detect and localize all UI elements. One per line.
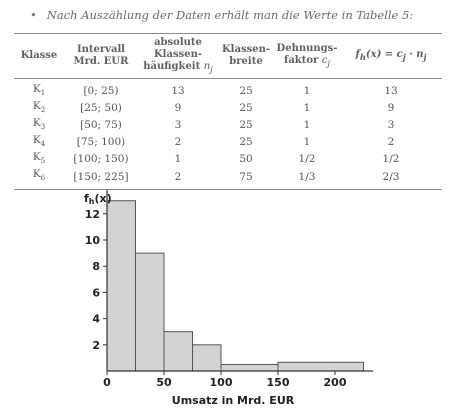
intervall-cell: [100; 150): [73, 153, 129, 166]
fh-cell: 13: [384, 85, 398, 98]
header-dehnungsfaktor: Dehnungs-faktor cj: [276, 43, 338, 68]
table-row: K3 [50; 75) 3 25 1 3: [14, 117, 442, 134]
header-klassenbreite: Klassen-breite: [221, 44, 270, 67]
intervall-cell: [25; 50): [80, 102, 122, 115]
x-tick-label: 200: [324, 376, 347, 389]
fh-cell: 2: [387, 136, 395, 149]
fh-cell: 2/3: [382, 170, 400, 183]
cj-cell: 1: [303, 102, 311, 115]
histogram-bar: [135, 252, 165, 372]
x-tick-label: 0: [103, 376, 111, 389]
table-header-row: Klasse Intervall Mrd. EUR absolute Klassen…: [14, 33, 442, 79]
cj-cell: 1/3: [298, 170, 316, 183]
header-fh: fh(x) = cj · nj: [355, 49, 427, 62]
breite-cell: 25: [239, 85, 253, 98]
fh-cell: 9: [387, 102, 395, 115]
table-row: K4 [75; 100) 2 25 1 2: [14, 134, 442, 151]
klasse-cell: K4: [32, 134, 46, 149]
breite-cell: 25: [239, 136, 253, 149]
klasse-cell: K2: [32, 100, 46, 115]
fh-cell: 3: [387, 119, 395, 132]
intro-line: • Nach Auszählung der Daten erhält man di…: [30, 8, 413, 22]
intro-text: Nach Auszählung der Daten erhält man die…: [46, 8, 414, 22]
breite-cell: 25: [239, 102, 253, 115]
nj-cell: 2: [174, 136, 182, 149]
intervall-cell: [0; 25): [83, 85, 119, 98]
y-tick-label: 8: [92, 260, 100, 273]
klasse-cell: K1: [32, 83, 46, 98]
breite-cell: 25: [239, 119, 253, 132]
cj-cell: 1/2: [298, 153, 316, 166]
nj-cell: 3: [174, 119, 182, 132]
bullet-icon: •: [30, 8, 37, 22]
klasse-cell: K3: [32, 117, 46, 132]
y-tick-label: 12: [85, 208, 100, 221]
cj-cell: 1: [303, 119, 311, 132]
klasse-cell: K5: [32, 151, 46, 166]
header-intervall: Intervall Mrd. EUR: [73, 44, 129, 67]
y-axis-label: fh(x): [84, 192, 112, 206]
histogram-bar: [220, 363, 279, 372]
y-tick-label: 4: [92, 313, 100, 326]
histogram-bar: [277, 361, 364, 372]
nj-cell: 13: [171, 85, 185, 98]
intervall-cell: [75; 100): [76, 136, 126, 149]
intervall-cell: [150; 225]: [73, 170, 129, 183]
breite-cell: 75: [239, 170, 253, 183]
header-klasse: Klasse: [20, 50, 58, 61]
x-tick-label: 100: [210, 376, 233, 389]
y-tick-label: 10: [85, 234, 101, 247]
table-row: K5 [100; 150) 1 50 1/2 1/2: [14, 151, 442, 168]
histogram-bar: [192, 344, 222, 372]
breite-cell: 50: [239, 153, 253, 166]
nj-cell: 9: [174, 102, 182, 115]
y-tick-label: 2: [92, 339, 100, 352]
header-abs-haeufigkeit: absolute Klassen-häufigkeit nj: [143, 37, 213, 74]
histogram-chart: 0 50 100 150 200 2 4 6 8 10 12 fh(x) Umsatz in Mrd. …: [84, 189, 374, 407]
klasse-cell: K6: [32, 168, 46, 183]
table-row: K1 [0; 25) 13 25 1 13: [14, 79, 442, 101]
x-axis-label: Umsatz in Mrd. EUR: [172, 394, 295, 407]
y-tick-label: 6: [92, 286, 100, 299]
x-tick-label: 150: [267, 376, 290, 389]
cj-cell: 1: [303, 136, 311, 149]
table-row: K6 [150; 225] 2 75 1/3 2/3: [14, 168, 442, 190]
x-tick-label: 50: [156, 376, 172, 389]
intervall-cell: [50; 75): [80, 119, 122, 132]
histogram-bar: [106, 200, 136, 372]
histogram-bar: [163, 331, 193, 372]
table-row: K2 [25; 50) 9 25 1 9: [14, 100, 442, 117]
nj-cell: 2: [174, 170, 182, 183]
cj-cell: 1: [303, 85, 311, 98]
fh-cell: 1/2: [382, 153, 400, 166]
nj-cell: 1: [174, 153, 182, 166]
frequency-table: Klasse Intervall Mrd. EUR absolute Klassen…: [14, 33, 442, 190]
